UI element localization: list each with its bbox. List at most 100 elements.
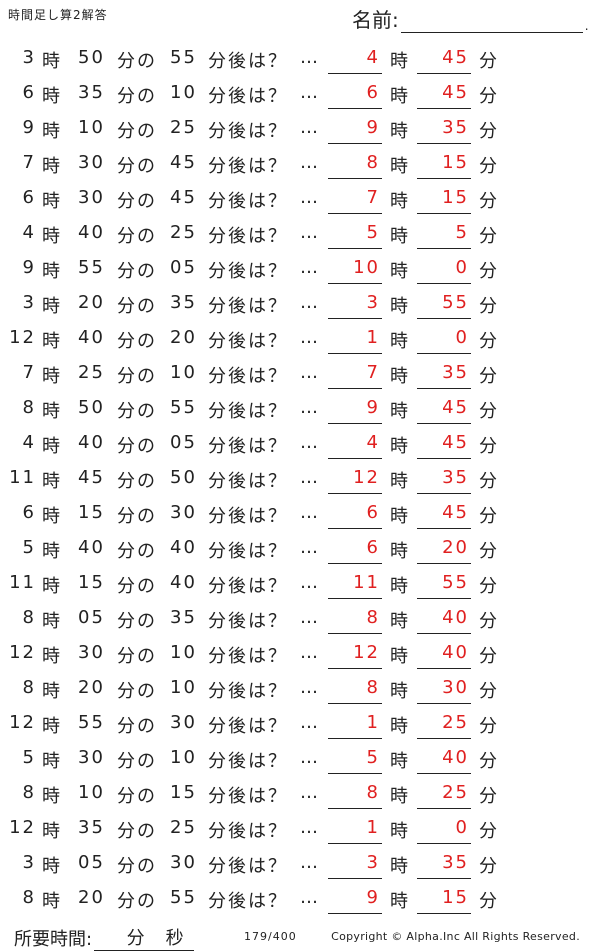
added-minutes: 30 bbox=[170, 502, 197, 523]
ellipsis: … bbox=[300, 432, 318, 453]
start-minute: 15 bbox=[78, 502, 105, 523]
minute-of-label: 分の bbox=[117, 121, 157, 142]
copyright: Copyright © Alpha.Inc All Rights Reserve… bbox=[331, 930, 580, 943]
added-minutes: 25 bbox=[170, 817, 197, 838]
answer-minute-field: 0 bbox=[417, 810, 471, 844]
ellipsis: … bbox=[300, 397, 318, 418]
answer-hour-field: 1 bbox=[328, 705, 382, 739]
start-hour: 4 bbox=[22, 432, 36, 453]
question-suffix: 分後は？ bbox=[208, 576, 288, 597]
answer-hour-unit: 時 bbox=[390, 821, 408, 842]
hour-unit: 時 bbox=[42, 156, 60, 177]
minute-of-label: 分の bbox=[117, 296, 157, 317]
answer-hour-field: 8 bbox=[328, 670, 382, 704]
problem-row: 7 時 30 分の 45 分後は？… 8 時 15 分 bbox=[0, 145, 600, 180]
question-suffix: 分後は？ bbox=[208, 121, 288, 142]
name-label: 名前: bbox=[352, 8, 399, 32]
answer-hour-unit: 時 bbox=[390, 191, 408, 212]
start-minute: 50 bbox=[78, 47, 105, 68]
answer-hour-field: 1 bbox=[328, 320, 382, 354]
answer-minute-unit: 分 bbox=[479, 716, 497, 737]
start-hour: 8 bbox=[22, 887, 36, 908]
elapsed-time: 所要時間: 分 秒 bbox=[14, 924, 195, 951]
answer-minute: 40 bbox=[442, 642, 469, 663]
hour-unit: 時 bbox=[42, 576, 60, 597]
start-minute: 05 bbox=[78, 607, 105, 628]
minute-of-label: 分の bbox=[117, 51, 157, 72]
answer-minute: 55 bbox=[442, 292, 469, 313]
answer-minute-field: 20 bbox=[417, 530, 471, 564]
answer-hour-field: 5 bbox=[328, 215, 382, 249]
question-suffix: 分後は？ bbox=[208, 156, 288, 177]
start-hour: 4 bbox=[22, 222, 36, 243]
hour-unit: 時 bbox=[42, 751, 60, 772]
answer-minute-field: 0 bbox=[417, 320, 471, 354]
answer-minute: 5 bbox=[455, 222, 469, 243]
minute-of-label: 分の bbox=[117, 366, 157, 387]
minute-of-label: 分の bbox=[117, 856, 157, 877]
added-minutes: 45 bbox=[170, 187, 197, 208]
problem-row: 9 時 55 分の 05 分後は？… 10 時 0 分 bbox=[0, 250, 600, 285]
answer-hour: 4 bbox=[366, 47, 380, 68]
answer-hour: 1 bbox=[366, 817, 380, 838]
answer-hour-unit: 時 bbox=[390, 51, 408, 72]
answer-minute-unit: 分 bbox=[479, 261, 497, 282]
question-suffix: 分後は？ bbox=[208, 86, 288, 107]
answer-hour-field: 8 bbox=[328, 600, 382, 634]
question-suffix: 分後は？ bbox=[208, 611, 288, 632]
start-hour: 7 bbox=[22, 362, 36, 383]
ellipsis: … bbox=[300, 187, 318, 208]
answer-minute-unit: 分 bbox=[479, 331, 497, 352]
answer-minute-unit: 分 bbox=[479, 401, 497, 422]
question-suffix: 分後は？ bbox=[208, 751, 288, 772]
added-minutes: 15 bbox=[170, 782, 197, 803]
answer-hour-unit: 時 bbox=[390, 366, 408, 387]
answer-minute-unit: 分 bbox=[479, 191, 497, 212]
added-minutes: 55 bbox=[170, 47, 197, 68]
answer-hour-unit: 時 bbox=[390, 891, 408, 912]
ellipsis: … bbox=[300, 712, 318, 733]
start-hour: 5 bbox=[22, 747, 36, 768]
worksheet-title: 時間足し算2解答 bbox=[8, 8, 108, 22]
answer-minute: 15 bbox=[442, 887, 469, 908]
answer-hour-field: 8 bbox=[328, 145, 382, 179]
answer-minute-field: 35 bbox=[417, 110, 471, 144]
question-suffix: 分後は？ bbox=[208, 331, 288, 352]
answer-hour-unit: 時 bbox=[390, 86, 408, 107]
start-hour: 9 bbox=[22, 257, 36, 278]
answer-minute-field: 35 bbox=[417, 845, 471, 879]
hour-unit: 時 bbox=[42, 436, 60, 457]
minutes-unit: 分 bbox=[126, 928, 145, 949]
start-minute: 40 bbox=[78, 537, 105, 558]
start-hour: 8 bbox=[22, 677, 36, 698]
answer-minute: 35 bbox=[442, 467, 469, 488]
minute-of-label: 分の bbox=[117, 401, 157, 422]
answer-hour: 8 bbox=[366, 152, 380, 173]
answer-hour: 3 bbox=[366, 852, 380, 873]
start-minute: 40 bbox=[78, 222, 105, 243]
answer-minute-unit: 分 bbox=[479, 541, 497, 562]
answer-hour: 12 bbox=[353, 467, 380, 488]
problem-row: 5 時 40 分の 40 分後は？… 6 時 20 分 bbox=[0, 530, 600, 565]
answer-minute: 15 bbox=[442, 152, 469, 173]
minute-of-label: 分の bbox=[117, 226, 157, 247]
name-field: 名前: . bbox=[352, 4, 589, 33]
added-minutes: 10 bbox=[170, 747, 197, 768]
answer-hour: 10 bbox=[353, 257, 380, 278]
answer-hour-field: 12 bbox=[328, 460, 382, 494]
answer-hour-field: 6 bbox=[328, 530, 382, 564]
start-hour: 11 bbox=[9, 572, 36, 593]
ellipsis: … bbox=[300, 537, 318, 558]
answer-minute-unit: 分 bbox=[479, 646, 497, 667]
hour-unit: 時 bbox=[42, 541, 60, 562]
answer-minute: 25 bbox=[442, 712, 469, 733]
problem-row: 8 時 05 分の 35 分後は？… 8 時 40 分 bbox=[0, 600, 600, 635]
ellipsis: … bbox=[300, 327, 318, 348]
problem-row: 8 時 50 分の 55 分後は？… 9 時 45 分 bbox=[0, 390, 600, 425]
answer-hour-unit: 時 bbox=[390, 541, 408, 562]
problem-list: 3 時 50 分の 55 分後は？… 4 時 45 分 6 時 35 分の 10 分後は？… 6 時 45 分 9 時 10… bbox=[0, 40, 600, 915]
minute-of-label: 分の bbox=[117, 646, 157, 667]
name-line bbox=[400, 12, 583, 33]
page-number: 179/400 bbox=[244, 930, 297, 943]
hour-unit: 時 bbox=[42, 786, 60, 807]
